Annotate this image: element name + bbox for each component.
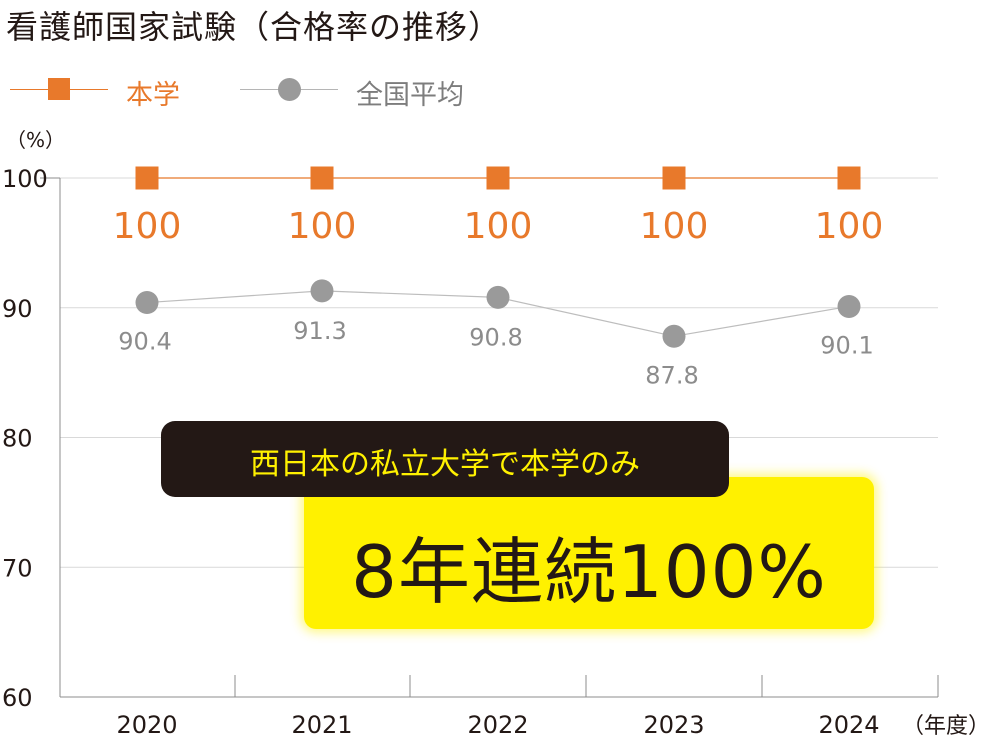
legend-label-school: 本学 (126, 80, 180, 111)
national-data-label-2022: 90.8 (469, 323, 522, 351)
school-marker-2023 (662, 166, 686, 190)
school-data-label-2022: 100 (464, 206, 533, 247)
national-marker-2020 (135, 291, 159, 315)
national-data-label-2023: 87.8 (645, 361, 698, 389)
national-marker-2024 (837, 294, 861, 318)
legend-circle-marker (278, 78, 301, 101)
school-data-label-2020: 100 (113, 206, 182, 247)
x-tick-label-2024: 2024 (818, 711, 879, 739)
school-data-label-2023: 100 (640, 206, 709, 247)
x-tick-label-2020: 2020 (116, 711, 177, 739)
school-data-label-2021: 100 (288, 206, 357, 247)
y-tick-label-70: 70 (2, 554, 33, 582)
highlight-text: 8年連続100% (351, 530, 827, 614)
y-axis-unit: （%） (6, 128, 66, 152)
legend-square-marker (48, 78, 70, 100)
national-data-label-2024: 90.1 (820, 331, 873, 359)
x-tick-label-2021: 2021 (291, 711, 352, 739)
national-data-label-2020: 90.4 (118, 328, 171, 356)
legend: 本学 全国平均 (10, 70, 610, 111)
x-tick-label-2022: 2022 (467, 711, 528, 739)
callout-banner-text: 西日本の私立大学で本学のみ (250, 447, 640, 482)
y-tick-label-80: 80 (2, 425, 33, 453)
legend-label-national: 全国平均 (356, 80, 464, 111)
school-marker-2024 (837, 166, 861, 190)
national-data-label-2021: 91.3 (293, 317, 346, 345)
chart-title: 看護師国家試験（合格率の推移） (6, 8, 502, 46)
school-marker-2020 (135, 166, 159, 190)
x-tick-label-2023: 2023 (643, 711, 704, 739)
highlight-box: 8年連続100% (304, 477, 874, 629)
y-tick-label-100: 100 (2, 165, 48, 193)
y-tick-label-60: 60 (2, 684, 33, 712)
y-tick-label-90: 90 (2, 295, 33, 323)
x-axis-unit: （年度） (902, 714, 981, 739)
national-marker-2022 (486, 285, 510, 309)
school-data-label-2024: 100 (815, 206, 884, 247)
callout-banner: 西日本の私立大学で本学のみ (161, 421, 729, 497)
national-marker-2021 (310, 279, 334, 303)
school-marker-2021 (310, 166, 334, 190)
national-marker-2023 (662, 324, 686, 348)
school-marker-2022 (486, 166, 510, 190)
